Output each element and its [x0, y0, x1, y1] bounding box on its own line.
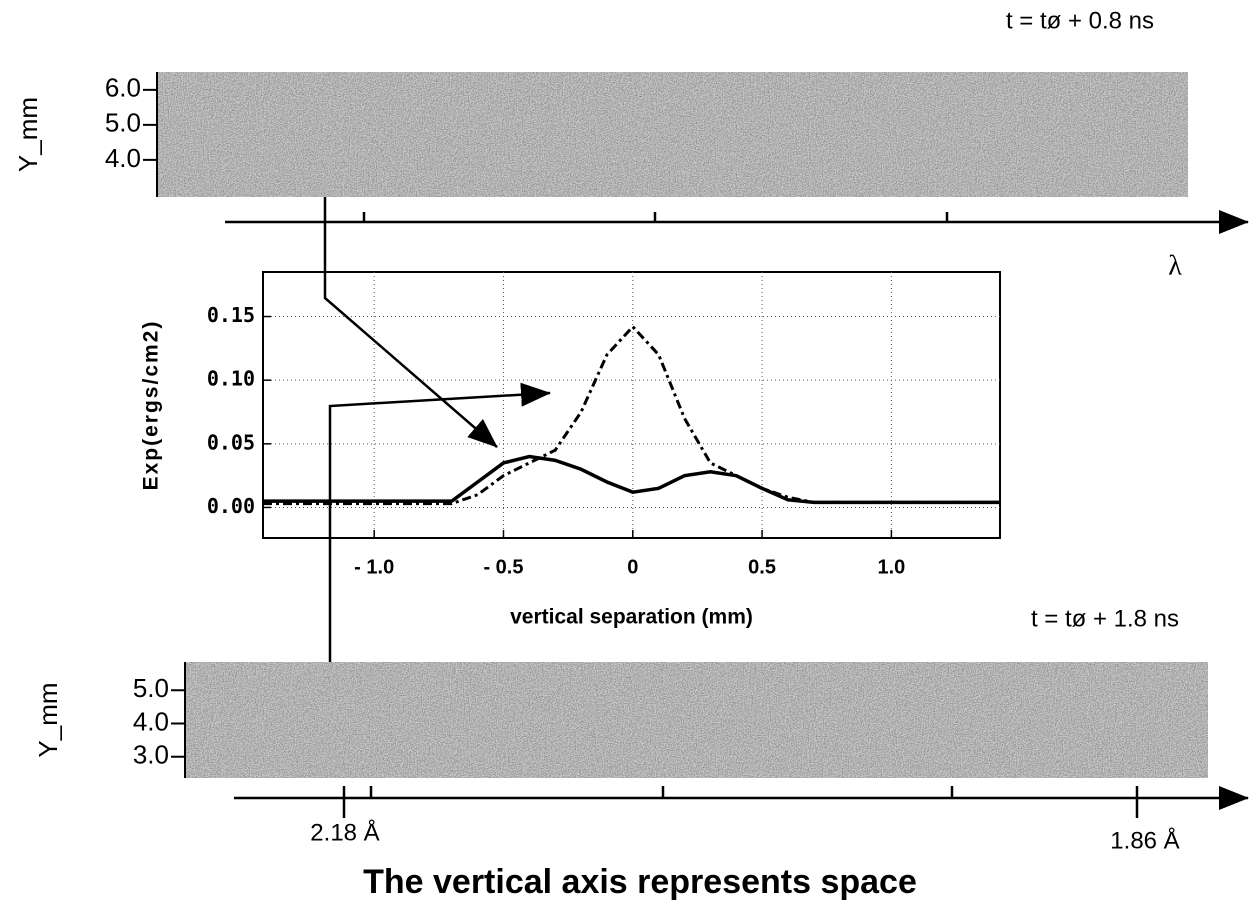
y-tick-label: 0.00	[207, 494, 255, 518]
axis-arrows	[225, 210, 1249, 818]
y-tick-label: 6.0	[105, 73, 141, 103]
y-tick-label: 5.0	[133, 673, 169, 703]
x-tick-label: - 1.0	[354, 556, 394, 578]
marker-label: 2.18 Å	[310, 818, 379, 846]
y-tick-label: 3.0	[133, 740, 169, 770]
caption: The vertical axis represents space	[363, 863, 917, 901]
data-line	[263, 454, 1000, 505]
y-axis-label: Y_mm	[13, 97, 43, 172]
image-panel	[185, 662, 1208, 778]
y-tick-label: 5.0	[105, 108, 141, 138]
axis-label: λ	[1168, 250, 1182, 281]
marker-label: 1.86 Å	[1110, 826, 1179, 854]
x-tick-label: - 0.5	[483, 556, 523, 578]
y-tick-label: 0.05	[207, 430, 255, 454]
y-tick-label: 0.10	[207, 367, 255, 391]
annotation: t = tø + 0.8 ns	[1006, 7, 1154, 34]
x-tick-label: 0	[627, 556, 638, 578]
plot-frame	[262, 271, 1001, 539]
y-axis-label: Y_mm	[33, 682, 63, 757]
annotation: t = tø + 1.8 ns	[1031, 605, 1179, 632]
x-axis-label: vertical separation (mm)	[510, 606, 753, 629]
y-tick-label: 4.0	[105, 143, 141, 173]
y-axis-label: Exp(ergs/cm2)	[140, 320, 163, 491]
y-tick-label: 0.15	[207, 303, 255, 327]
x-tick-label: 1.0	[877, 556, 905, 578]
pointer-arrows	[323, 197, 551, 662]
image-panel	[157, 72, 1188, 197]
y-tick-label: 4.0	[133, 706, 169, 736]
x-tick-label: 0.5	[748, 556, 776, 578]
